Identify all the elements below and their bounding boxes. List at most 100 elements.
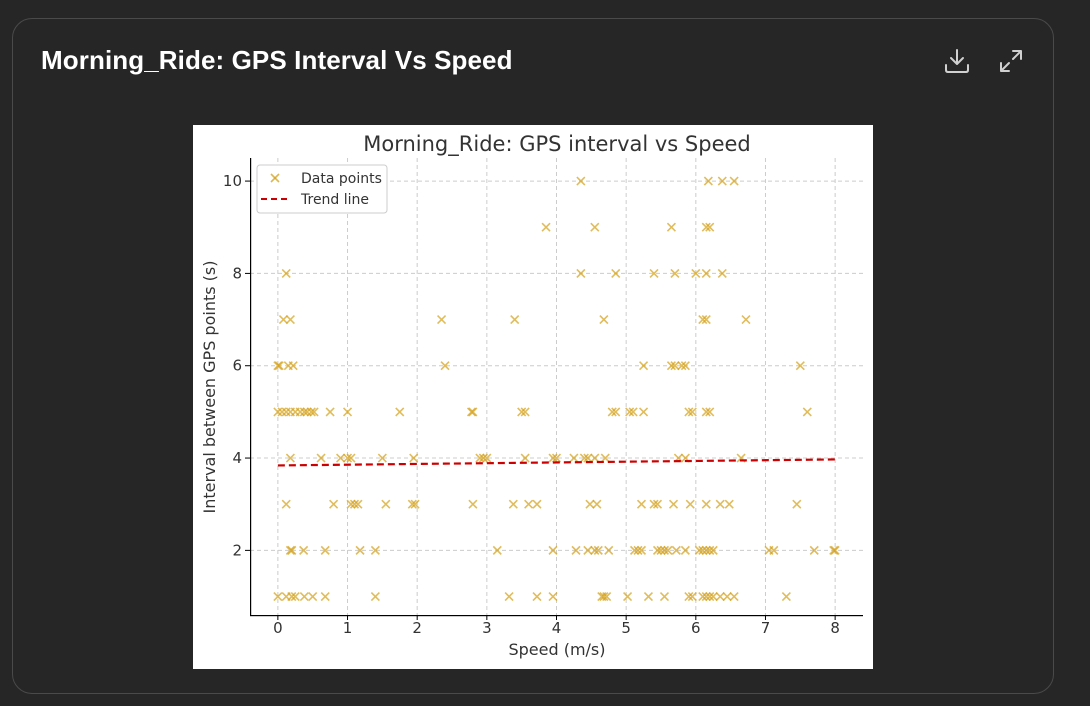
data-point <box>320 591 330 602</box>
data-points <box>273 176 840 602</box>
x-tick-label: 3 <box>482 619 492 637</box>
plot-frame-left <box>250 158 252 616</box>
data-point <box>622 591 633 602</box>
data-point <box>299 591 309 602</box>
data-point <box>436 314 447 325</box>
data-point <box>517 407 527 417</box>
data-point <box>295 407 305 417</box>
data-point <box>684 591 694 602</box>
chart-title: Morning_Ride: GPS interval vs Speed <box>363 132 751 157</box>
data-point <box>309 407 319 417</box>
data-point <box>551 453 562 463</box>
data-point <box>482 453 492 463</box>
data-point <box>685 499 695 509</box>
data-point <box>659 591 670 602</box>
data-point <box>353 499 363 509</box>
data-point <box>729 591 739 602</box>
data-point <box>590 453 600 463</box>
data-point <box>792 499 802 509</box>
data-point <box>687 591 697 602</box>
data-point <box>705 222 715 232</box>
data-point <box>541 222 551 232</box>
data-point <box>592 499 602 509</box>
data-point <box>468 499 478 509</box>
y-tick-label: 4 <box>232 449 242 467</box>
download-button[interactable] <box>941 45 973 77</box>
data-point <box>671 545 681 555</box>
data-point <box>355 545 365 555</box>
data-point <box>590 222 600 232</box>
data-point <box>593 545 603 555</box>
data-point <box>346 499 356 509</box>
data-point <box>273 407 283 417</box>
data-point <box>729 176 739 186</box>
data-point <box>701 314 711 325</box>
data-point <box>715 591 725 602</box>
data-point <box>708 591 718 602</box>
data-point <box>701 545 711 555</box>
data-point <box>705 545 715 555</box>
data-point <box>504 591 514 602</box>
expand-icon <box>1000 50 1022 72</box>
data-point <box>342 407 353 417</box>
data-point <box>652 545 663 555</box>
x-tick-label: 4 <box>552 619 562 637</box>
data-point <box>395 407 405 417</box>
data-point <box>611 268 621 278</box>
plot-frame-bottom <box>250 615 863 617</box>
x-axis-label: Speed (m/s) <box>508 640 605 659</box>
data-point <box>705 591 715 602</box>
data-point <box>478 453 488 463</box>
data-point <box>668 499 679 509</box>
legend-box <box>256 164 388 214</box>
x-tick-label: 6 <box>691 619 701 637</box>
data-point <box>649 499 659 509</box>
data-point <box>652 499 663 509</box>
expand-button[interactable] <box>995 45 1027 77</box>
data-point <box>698 591 708 602</box>
data-point <box>410 499 420 509</box>
data-point <box>722 591 732 602</box>
data-point <box>802 407 812 417</box>
data-point <box>684 407 694 417</box>
y-tick-label: 6 <box>232 357 242 375</box>
data-point <box>346 453 356 463</box>
data-point <box>281 268 291 278</box>
data-point <box>698 545 708 555</box>
data-point <box>636 545 647 555</box>
data-point <box>639 407 649 417</box>
data-point <box>285 545 295 555</box>
y-axis-label: Interval between GPS points (s) <box>200 261 219 514</box>
data-point <box>741 314 751 325</box>
data-point <box>687 407 697 417</box>
data-point <box>468 407 478 417</box>
data-point <box>409 453 419 463</box>
data-point <box>308 591 318 602</box>
data-point <box>666 361 677 371</box>
legend: Data points Trend line <box>256 164 388 214</box>
data-point <box>724 499 734 509</box>
data-point <box>492 545 502 555</box>
data-point <box>508 499 518 509</box>
data-point <box>633 545 643 555</box>
data-point <box>370 545 380 555</box>
data-point <box>677 361 687 371</box>
data-point <box>281 499 291 509</box>
data-point <box>274 361 284 371</box>
data-point <box>629 545 640 555</box>
data-point <box>628 407 638 417</box>
data-point <box>335 453 346 463</box>
data-point <box>705 407 715 417</box>
data-point <box>663 545 673 555</box>
data-point <box>830 545 840 555</box>
data-point <box>670 361 680 371</box>
data-point <box>475 453 485 463</box>
data-point <box>370 591 380 602</box>
data-point <box>278 314 289 325</box>
data-point <box>583 545 593 555</box>
data-point <box>701 222 711 232</box>
data-point <box>548 453 558 463</box>
data-point <box>281 407 291 417</box>
data-point <box>666 222 677 232</box>
data-point <box>571 545 581 555</box>
